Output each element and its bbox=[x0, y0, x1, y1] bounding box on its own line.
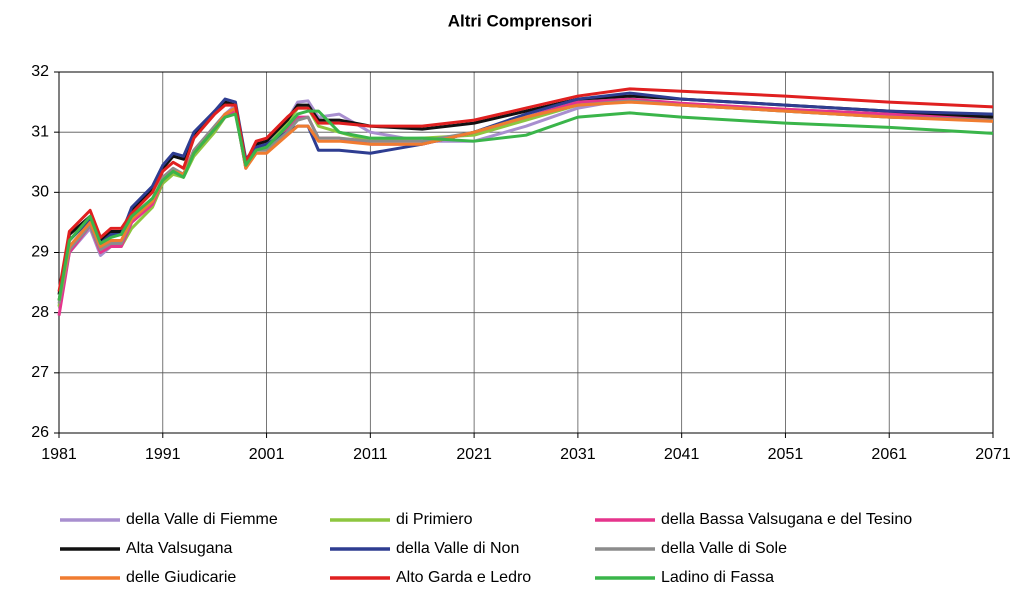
legend-label: Alta Valsugana bbox=[126, 540, 233, 557]
legend-label: delle Giudicarie bbox=[126, 569, 236, 586]
y-tick-label: 26 bbox=[31, 424, 49, 441]
y-tick-label: 28 bbox=[31, 304, 49, 321]
x-tick-label: 2051 bbox=[768, 446, 804, 463]
x-tick-label: 2031 bbox=[560, 446, 596, 463]
series-line bbox=[57, 109, 994, 301]
legend-label: di Primiero bbox=[396, 511, 473, 528]
legend-label: Alto Garda e Ledro bbox=[396, 569, 531, 586]
x-tick-label: 2061 bbox=[871, 446, 907, 463]
x-tick-label: 2021 bbox=[456, 446, 492, 463]
x-tick-label: 1981 bbox=[41, 446, 77, 463]
x-tick-label: 2001 bbox=[249, 446, 285, 463]
legend-label: della Bassa Valsugana e del Tesino bbox=[661, 511, 912, 528]
chart-title: Altri Comprensori bbox=[448, 11, 593, 30]
legend-label: della Valle di Fiemme bbox=[126, 511, 278, 528]
y-tick-label: 32 bbox=[31, 63, 49, 80]
y-tick-label: 31 bbox=[31, 123, 49, 140]
x-tick-label: 2011 bbox=[353, 446, 388, 463]
series-line bbox=[57, 91, 994, 301]
x-tick-label: 2041 bbox=[664, 446, 700, 463]
plot-frame bbox=[58, 71, 994, 434]
legend-label: Ladino di Fassa bbox=[661, 569, 774, 586]
series-line bbox=[57, 87, 994, 292]
x-tick-label: 1991 bbox=[145, 446, 181, 463]
y-tick-label: 30 bbox=[31, 184, 49, 201]
y-tick-label: 29 bbox=[31, 244, 49, 261]
legend-label: della Valle di Sole bbox=[661, 540, 787, 557]
series-line bbox=[57, 100, 994, 301]
x-tick-label: 2071 bbox=[975, 446, 1011, 463]
y-tick-label: 27 bbox=[31, 364, 49, 381]
legend-label: della Valle di Non bbox=[396, 540, 519, 557]
